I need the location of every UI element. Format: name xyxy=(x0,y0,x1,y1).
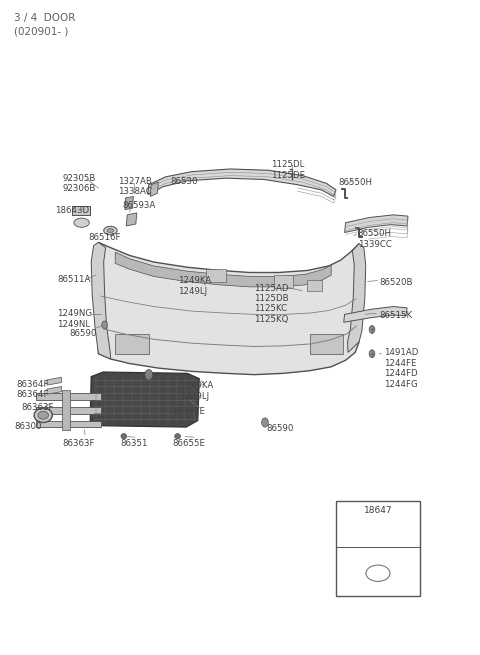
Polygon shape xyxy=(90,372,199,427)
Bar xyxy=(274,275,293,288)
Bar xyxy=(336,501,420,596)
Text: 86363F: 86363F xyxy=(22,403,54,412)
Ellipse shape xyxy=(121,434,127,439)
Text: 86363F: 86363F xyxy=(62,439,95,448)
Bar xyxy=(206,269,226,282)
Text: 86364F
86364F: 86364F 86364F xyxy=(17,380,49,400)
Ellipse shape xyxy=(107,229,114,233)
Circle shape xyxy=(145,369,153,380)
Text: 86515K: 86515K xyxy=(379,311,412,320)
Text: (020901- ): (020901- ) xyxy=(14,26,69,36)
Polygon shape xyxy=(310,334,343,354)
Polygon shape xyxy=(345,215,408,233)
Ellipse shape xyxy=(104,227,117,235)
Circle shape xyxy=(369,350,375,358)
Polygon shape xyxy=(62,390,70,430)
Text: 86550H: 86550H xyxy=(338,178,372,187)
Text: 86520B: 86520B xyxy=(379,278,413,288)
Text: 18647: 18647 xyxy=(364,506,392,515)
Polygon shape xyxy=(348,244,366,352)
Ellipse shape xyxy=(74,218,89,227)
Ellipse shape xyxy=(175,434,180,439)
Circle shape xyxy=(102,321,108,329)
Polygon shape xyxy=(115,334,149,354)
Text: 86300: 86300 xyxy=(14,422,42,432)
Ellipse shape xyxy=(38,411,48,419)
Text: 86550H
1339CC: 86550H 1339CC xyxy=(358,229,392,249)
Text: 86516F: 86516F xyxy=(89,233,121,242)
Polygon shape xyxy=(36,421,101,427)
Text: 86362E: 86362E xyxy=(173,407,206,417)
Text: 86530: 86530 xyxy=(170,177,198,186)
Text: 86655E: 86655E xyxy=(173,439,206,448)
Text: 1249KA
1249LJ: 1249KA 1249LJ xyxy=(180,381,213,401)
Text: 92305B
92306B: 92305B 92306B xyxy=(62,174,96,193)
Text: 1125AD
1125DB
1125KC
1125KQ: 1125AD 1125DB 1125KC 1125KQ xyxy=(254,284,289,324)
Polygon shape xyxy=(148,169,336,196)
Text: 86590: 86590 xyxy=(266,424,294,434)
Polygon shape xyxy=(344,307,407,322)
Text: 1327AB
1338AC: 1327AB 1338AC xyxy=(118,177,152,196)
Polygon shape xyxy=(91,242,110,359)
Polygon shape xyxy=(126,213,137,226)
Polygon shape xyxy=(115,252,331,287)
Text: 1249NG
1249NL: 1249NG 1249NL xyxy=(57,309,92,329)
Polygon shape xyxy=(47,377,61,385)
Polygon shape xyxy=(72,206,90,215)
Text: 1125DL
1125DE: 1125DL 1125DE xyxy=(271,160,305,180)
Text: 86590: 86590 xyxy=(70,329,97,338)
Text: 18643D: 18643D xyxy=(55,206,89,215)
Text: 86511A: 86511A xyxy=(58,275,91,284)
Text: 3 / 4  DOOR: 3 / 4 DOOR xyxy=(14,13,76,23)
Circle shape xyxy=(369,326,375,333)
Text: 86593A: 86593A xyxy=(122,201,156,210)
Ellipse shape xyxy=(366,565,390,582)
Ellipse shape xyxy=(34,408,52,422)
Text: 1491AD
1244FE
1244FD
1244FG: 1491AD 1244FE 1244FD 1244FG xyxy=(384,348,419,388)
Polygon shape xyxy=(36,393,101,400)
Bar xyxy=(307,280,322,291)
Text: 86351: 86351 xyxy=(120,439,147,448)
Polygon shape xyxy=(150,182,158,196)
Polygon shape xyxy=(98,242,359,375)
Polygon shape xyxy=(125,196,133,210)
Text: 1249KA
1249LJ: 1249KA 1249LJ xyxy=(178,276,211,296)
Polygon shape xyxy=(36,407,101,414)
Circle shape xyxy=(262,418,268,427)
Polygon shape xyxy=(47,386,61,394)
